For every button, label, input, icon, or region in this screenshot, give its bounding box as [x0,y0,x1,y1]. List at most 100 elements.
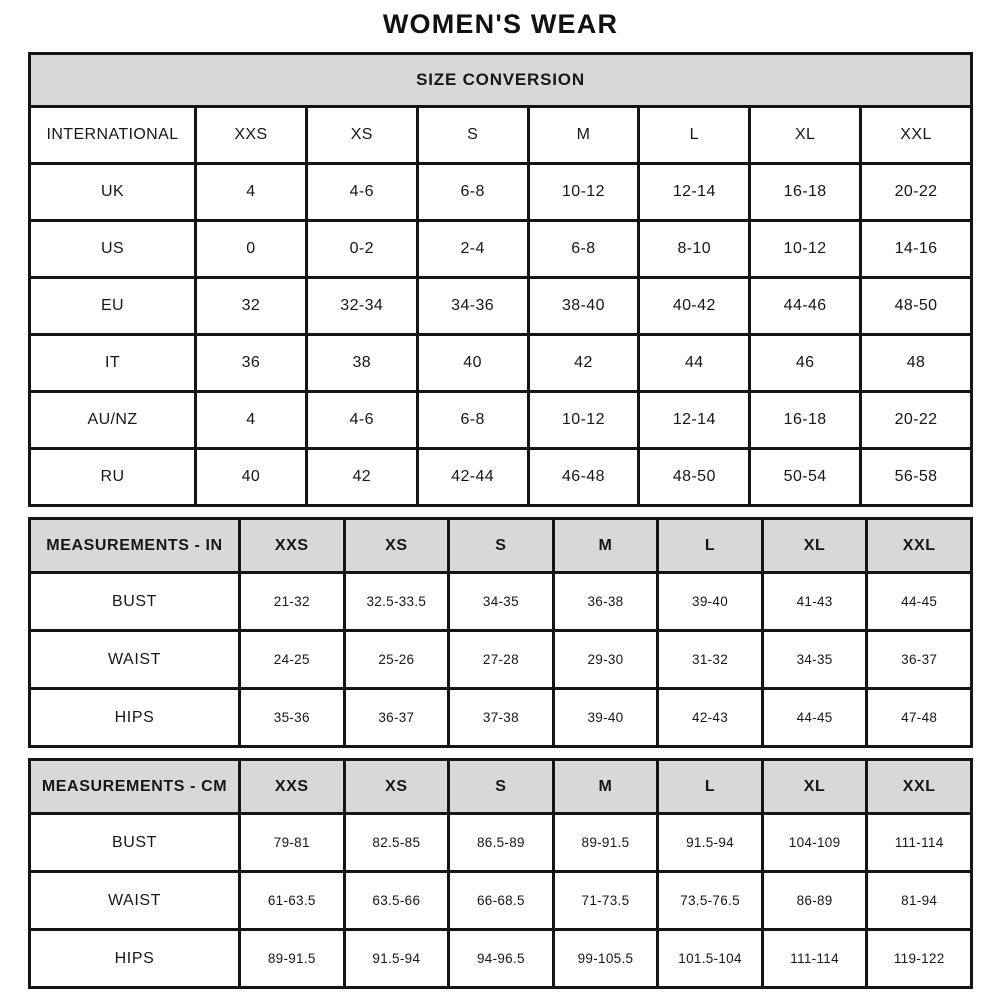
table-title-row: SIZE CONVERSION [28,52,973,108]
row-label: WAIST [28,629,241,690]
table-cell: 4 [194,162,308,222]
page-title: WOMEN'S WEAR [382,9,619,39]
table-cell: 48-50 [859,276,973,336]
row-label: US [28,219,197,279]
table-cell: 101.5-104 [656,928,764,989]
table-title: MEASUREMENTS - IN [28,517,241,574]
table-cell: 39-40 [551,687,660,748]
table-cell: 41-43 [760,571,869,632]
table-cell: 94-96.5 [447,928,555,989]
table-cell: 119-122 [865,928,973,989]
table-cell: 42 [304,447,419,507]
column-header: S [447,758,555,815]
table-cell: 42-43 [656,687,764,748]
table-cell: 44-45 [760,687,869,748]
table-cell: 40 [415,333,530,393]
table-row: BUST 21-32 32.5-33.5 34-35 36-38 39-40 41-43 44… [28,571,973,632]
column-header: XXS [238,758,346,815]
table-cell: 34-35 [447,571,555,632]
table-cell: 44-45 [865,571,973,632]
table-cell: 14-16 [859,219,973,279]
row-label: AU/NZ [28,390,197,450]
table-cell: 39-40 [656,571,764,632]
table-cell: 38 [304,333,419,393]
table-cell: 71-73.5 [551,870,660,931]
table-cell: 40-42 [637,276,752,336]
table-cell: 21-32 [238,571,346,632]
table-cell: 31-32 [656,629,764,690]
column-header: XL [760,758,869,815]
table-cell: 91.5-94 [342,928,451,989]
table-cell: 73.5-76.5 [656,870,764,931]
table-cell: 46-48 [526,447,641,507]
table-cell: 6-8 [415,162,530,222]
column-header: M [551,517,660,574]
table-cell: 82.5-85 [342,812,451,873]
table-cell: 50-54 [748,447,863,507]
table-cell: 4 [194,390,308,450]
column-header: L [656,517,764,574]
row-label: HIPS [28,687,241,748]
table-cell: 91.5-94 [656,812,764,873]
table-row: EU 32 32-34 34-36 38-40 40-42 44-46 48-50 [28,276,973,336]
row-label: WAIST [28,870,241,931]
column-header: S [415,105,530,165]
table-cell: 34-36 [415,276,530,336]
table-cell: 32.5-33.5 [342,571,451,632]
row-label: EU [28,276,197,336]
table-row: AU/NZ 4 4-6 6-8 10-12 12-14 16-18 20-22 [28,390,973,450]
table-cell: 47-48 [865,687,973,748]
column-header-row: MEASUREMENTS - IN XXS XS S M L XL XXL [28,517,973,574]
table-cell: 40 [194,447,308,507]
row-label: UK [28,162,197,222]
table-cell: 63.5-66 [342,870,451,931]
table-row: HIPS 89-91.5 91.5-94 94-96.5 99-105.5 101.5-1… [28,928,973,989]
table-cell: 42 [526,333,641,393]
row-label: BUST [28,571,241,632]
table-cell: 42-44 [415,447,530,507]
row-label: BUST [28,812,241,873]
measurements-in-table: MEASUREMENTS - IN XXS XS S M L XL XXL BUST 21-32 3… [28,517,973,748]
table-cell: 66-68.5 [447,870,555,931]
table-cell: 44-46 [748,276,863,336]
table-cell: 10-12 [748,219,863,279]
table-cell: 2-4 [415,219,530,279]
measurements-cm-table: MEASUREMENTS - CM XXS XS S M L XL XXL BUST 79-81 8… [28,758,973,989]
table-cell: 81-94 [865,870,973,931]
table-title: MEASUREMENTS - CM [28,758,241,815]
table-cell: 32-34 [304,276,419,336]
table-cell: 32 [194,276,308,336]
table-cell: 44 [637,333,752,393]
column-header: S [447,517,555,574]
table-cell: 24-25 [238,629,346,690]
table-cell: 61-63.5 [238,870,346,931]
column-header-row: INTERNATIONAL XXS XS S M L XL XXL [28,105,973,165]
table-cell: 8-10 [637,219,752,279]
table-cell: 89-91.5 [551,812,660,873]
table-cell: 46 [748,333,863,393]
column-header: XXL [859,105,973,165]
column-header: M [551,758,660,815]
table-cell: 38-40 [526,276,641,336]
column-header: XS [342,517,451,574]
table-row: US 0 0-2 2-4 6-8 8-10 10-12 14-16 [28,219,973,279]
table-cell: 0 [194,219,308,279]
table-cell: 20-22 [859,162,973,222]
column-header: XXL [865,517,973,574]
column-header: XXL [865,758,973,815]
table-cell: 36-37 [342,687,451,748]
table-cell: 6-8 [526,219,641,279]
table-cell: 12-14 [637,390,752,450]
table-cell: 4-6 [304,162,419,222]
table-cell: 27-28 [447,629,555,690]
table-cell: 34-35 [760,629,869,690]
table-row: HIPS 35-36 36-37 37-38 39-40 42-43 44-45 47-48 [28,687,973,748]
size-conversion-table: SIZE CONVERSION INTERNATIONAL XXS XS S M L XL XX… [28,52,973,507]
table-cell: 29-30 [551,629,660,690]
table-cell: 86.5-89 [447,812,555,873]
table-row: WAIST 61-63.5 63.5-66 66-68.5 71-73.5 73.5-76… [28,870,973,931]
table-cell: 79-81 [238,812,346,873]
row-label: RU [28,447,197,507]
column-header: XXS [194,105,308,165]
table-cell: 111-114 [760,928,869,989]
